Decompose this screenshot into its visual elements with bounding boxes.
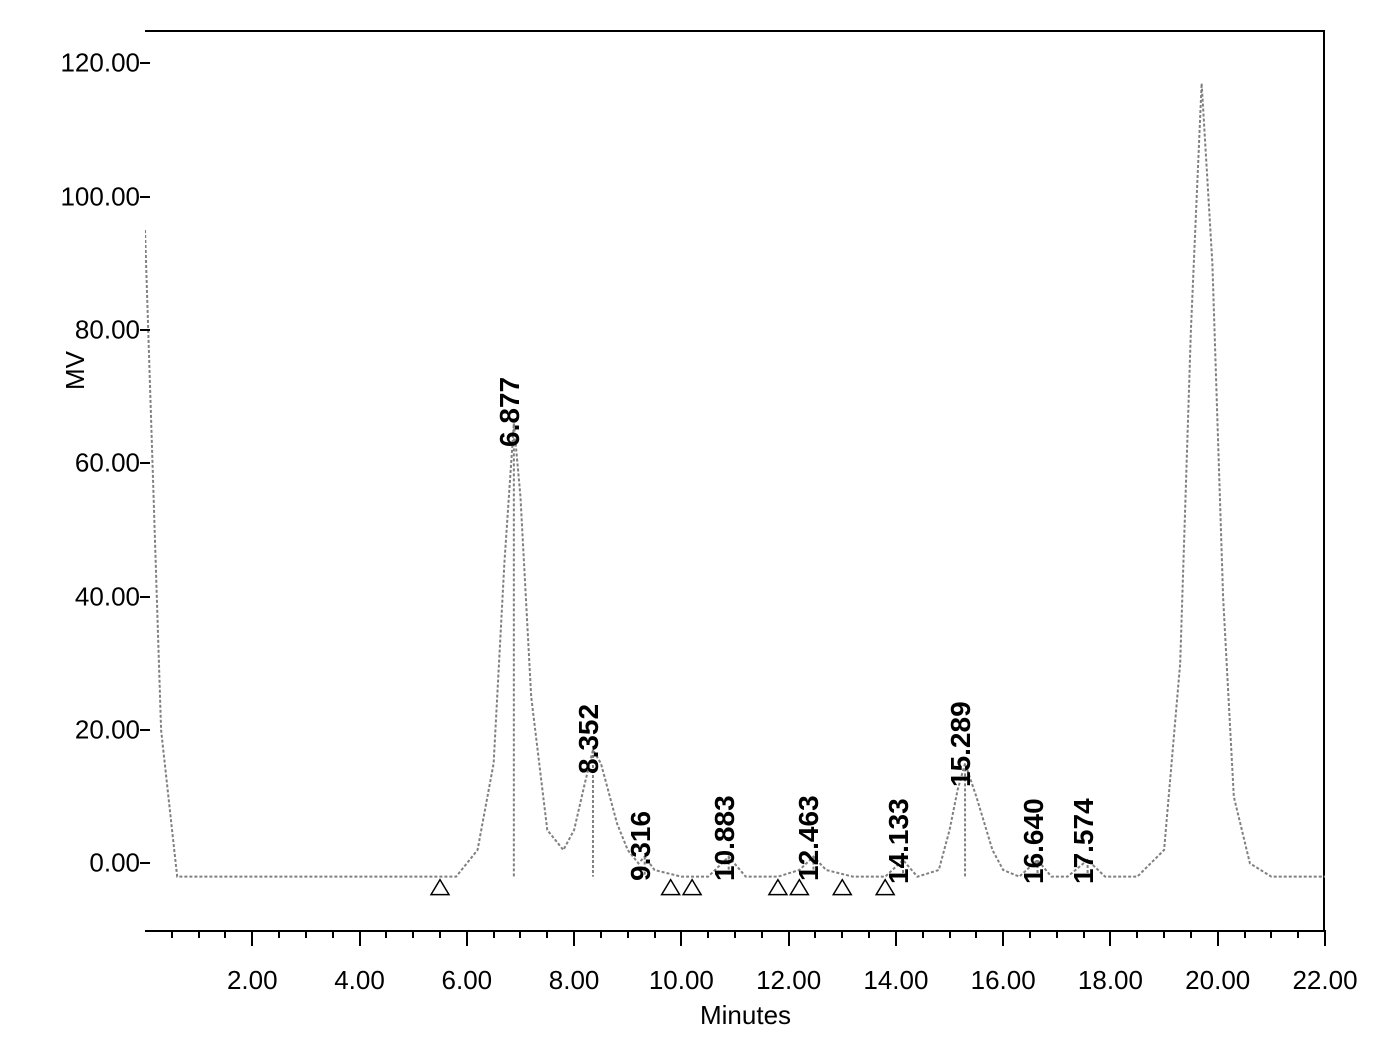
y-tick-label: 60.00 (75, 448, 140, 479)
x-tick-label: 8.00 (549, 965, 600, 996)
x-tick-label: 12.00 (756, 965, 821, 996)
x-tick-label: 10.00 (649, 965, 714, 996)
x-tick-label: 2.00 (227, 965, 278, 996)
x-tick-label: 22.00 (1292, 965, 1357, 996)
y-axis-label: MV (60, 351, 91, 390)
peak-label: 6.877 (494, 377, 526, 447)
y-tick-label: 120.00 (60, 48, 140, 79)
y-tick-label: 100.00 (60, 181, 140, 212)
x-tick-label: 18.00 (1078, 965, 1143, 996)
peak-label: 10.883 (709, 795, 741, 881)
peak-label: 16.640 (1018, 798, 1050, 884)
x-tick-label: 16.00 (971, 965, 1036, 996)
peak-label: 15.289 (945, 702, 977, 788)
y-tick-label: 0.00 (89, 848, 140, 879)
peak-label: 17.574 (1068, 798, 1100, 884)
y-tick-label: 80.00 (75, 315, 140, 346)
y-tick-label: 20.00 (75, 715, 140, 746)
peak-label: 8.352 (573, 704, 605, 774)
peak-label: 12.463 (793, 795, 825, 881)
x-tick-label: 14.00 (863, 965, 928, 996)
y-tick-label: 40.00 (75, 581, 140, 612)
peak-label: 14.133 (883, 798, 915, 884)
x-axis-label: Minutes (700, 1000, 791, 1031)
peak-label: 9.316 (625, 811, 657, 881)
x-tick-label: 6.00 (442, 965, 493, 996)
x-tick-label: 20.00 (1185, 965, 1250, 996)
x-tick-label: 4.00 (334, 965, 385, 996)
chromatogram-chart: MV Minutes 0.00 20.00 40.00 60.00 80.00 100.0… (60, 10, 1360, 1030)
